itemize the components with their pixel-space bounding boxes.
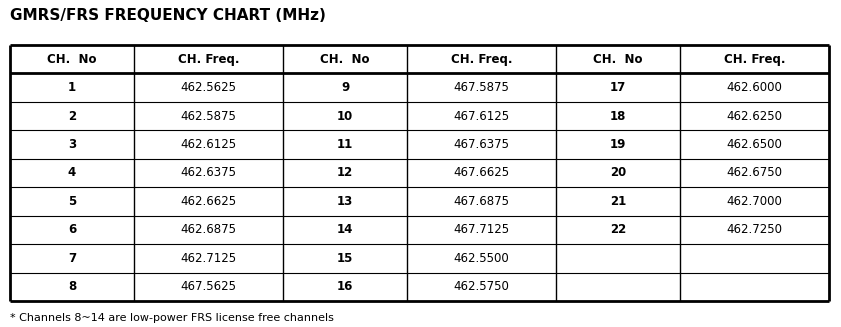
Text: 467.6375: 467.6375: [453, 138, 510, 151]
Text: 18: 18: [610, 110, 627, 123]
Text: 2: 2: [68, 110, 76, 123]
Text: CH. Freq.: CH. Freq.: [724, 53, 785, 66]
Text: 8: 8: [68, 280, 77, 293]
Text: 9: 9: [341, 81, 349, 94]
Text: 5: 5: [68, 195, 77, 208]
Text: 462.6625: 462.6625: [181, 195, 236, 208]
Text: 4: 4: [68, 166, 77, 180]
Text: 19: 19: [610, 138, 627, 151]
Text: 462.7250: 462.7250: [727, 223, 782, 236]
Text: 15: 15: [337, 252, 353, 265]
Text: 462.6500: 462.6500: [727, 138, 782, 151]
Text: 20: 20: [610, 166, 627, 180]
Text: CH.  No: CH. No: [593, 53, 643, 66]
Text: 22: 22: [610, 223, 627, 236]
Text: 21: 21: [610, 195, 627, 208]
Text: CH. Freq.: CH. Freq.: [177, 53, 240, 66]
Text: 462.6000: 462.6000: [727, 81, 782, 94]
Text: 462.6875: 462.6875: [181, 223, 236, 236]
Text: 462.5625: 462.5625: [181, 81, 236, 94]
Text: 462.7000: 462.7000: [727, 195, 782, 208]
Text: 462.5500: 462.5500: [453, 252, 510, 265]
Text: 467.6625: 467.6625: [453, 166, 510, 180]
Text: 13: 13: [337, 195, 353, 208]
Text: 462.5875: 462.5875: [181, 110, 236, 123]
Text: CH. Freq.: CH. Freq.: [451, 53, 512, 66]
Text: 6: 6: [68, 223, 77, 236]
Text: 11: 11: [337, 138, 353, 151]
Text: * Channels 8~14 are low-power FRS license free channels: * Channels 8~14 are low-power FRS licens…: [10, 313, 334, 323]
Text: 17: 17: [610, 81, 627, 94]
Text: 462.6250: 462.6250: [727, 110, 782, 123]
Text: 462.6750: 462.6750: [727, 166, 782, 180]
Text: CH.  No: CH. No: [47, 53, 97, 66]
Text: 467.6875: 467.6875: [453, 195, 510, 208]
Text: 16: 16: [337, 280, 353, 293]
Text: 467.5875: 467.5875: [453, 81, 510, 94]
Text: 12: 12: [337, 166, 353, 180]
Text: 462.6125: 462.6125: [181, 138, 236, 151]
Text: 3: 3: [68, 138, 76, 151]
Text: GMRS/FRS FREQUENCY CHART (MHz): GMRS/FRS FREQUENCY CHART (MHz): [10, 8, 325, 23]
Text: CH.  No: CH. No: [320, 53, 370, 66]
Text: 467.5625: 467.5625: [181, 280, 236, 293]
Text: 467.7125: 467.7125: [453, 223, 510, 236]
Text: 7: 7: [68, 252, 76, 265]
Text: 462.7125: 462.7125: [181, 252, 236, 265]
Text: 10: 10: [337, 110, 353, 123]
Text: 462.6375: 462.6375: [181, 166, 236, 180]
Text: 467.6125: 467.6125: [453, 110, 510, 123]
Text: 462.5750: 462.5750: [453, 280, 510, 293]
Text: 14: 14: [337, 223, 353, 236]
Text: 1: 1: [68, 81, 76, 94]
